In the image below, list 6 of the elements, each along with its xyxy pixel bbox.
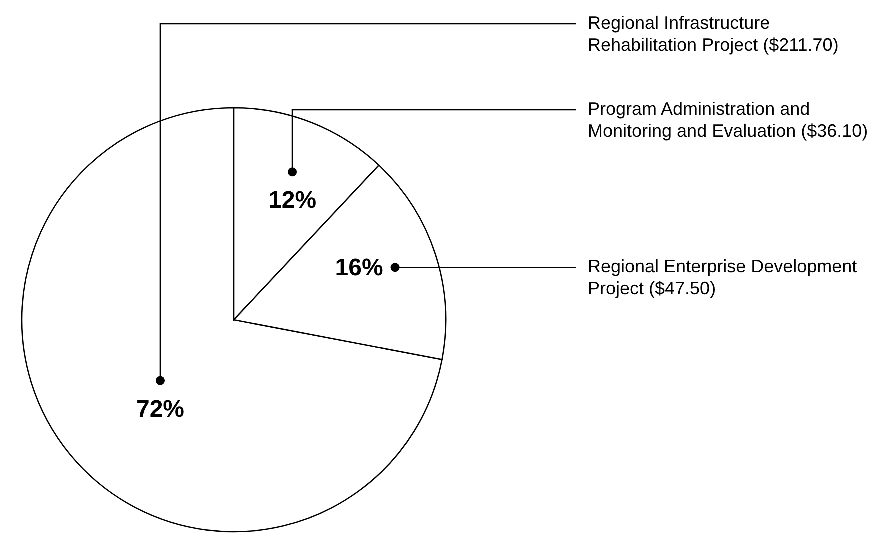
slice-label: Regional Infrastructure Rehabilitation Project ($211.70) bbox=[588, 12, 839, 55]
slice-label: Regional Enterprise Development Project ($47.50) bbox=[588, 256, 858, 298]
slice-label: Program Administration and Monitoring and Evaluation ($36.10) bbox=[588, 98, 868, 141]
data-label: 72% bbox=[136, 396, 185, 423]
data-label: 16% bbox=[335, 254, 384, 282]
data-label: 12% bbox=[268, 187, 317, 214]
